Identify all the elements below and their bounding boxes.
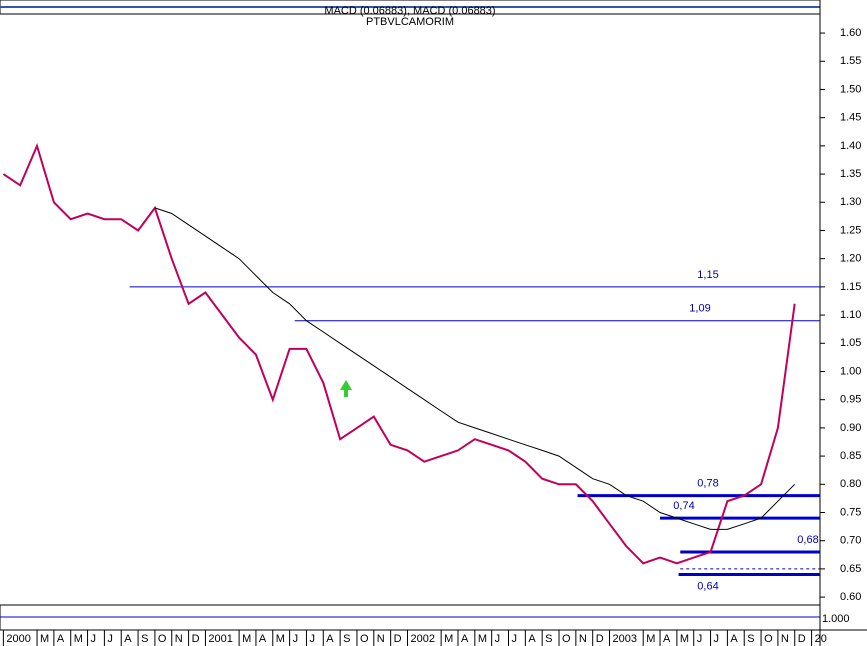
x-tick-label: M — [242, 633, 251, 645]
x-tick-label: S — [343, 633, 350, 645]
y-tick-label: 1.45 — [840, 112, 861, 124]
x-tick-label: M — [478, 633, 487, 645]
symbol-title: PTBVLCAMORIM — [366, 16, 454, 28]
x-tick-label: D — [394, 633, 402, 645]
x-tick-label: J — [293, 633, 299, 645]
x-tick-label: J — [309, 633, 315, 645]
x-tick-label: M — [444, 633, 453, 645]
level-label: 0,74 — [673, 500, 694, 512]
y-tick-label: 1.00 — [840, 365, 861, 377]
level-label: 0,64 — [697, 580, 718, 592]
y-tick-label: 0.65 — [840, 563, 861, 575]
x-tick-label: S — [747, 633, 754, 645]
x-tick-label: N — [377, 633, 385, 645]
y-tick-label: 1.25 — [840, 224, 861, 236]
x-tick-label: M — [680, 633, 689, 645]
y-tick-label: 0.95 — [840, 394, 861, 406]
x-tick-label: J — [697, 633, 703, 645]
x-tick-label: N — [175, 633, 183, 645]
x-tick-label: A — [57, 633, 65, 645]
x-tick-label: A — [259, 633, 267, 645]
x-tick-label: A — [663, 633, 671, 645]
x-tick-label: A — [124, 633, 132, 645]
x-tick-label: D — [192, 633, 200, 645]
price-line — [2, 142, 796, 565]
x-tick-label: A — [461, 633, 469, 645]
x-tick-label: N — [781, 633, 789, 645]
oscillator-label: 1.000 — [822, 613, 850, 625]
x-tick-label: J — [107, 633, 113, 645]
y-tick-label: 0.60 — [840, 591, 861, 603]
level-label: 0,78 — [697, 477, 718, 489]
level-label: 1,09 — [689, 303, 710, 315]
y-tick-label: 1.05 — [840, 337, 861, 349]
buy-arrow — [340, 380, 352, 397]
x-tick-label: D — [596, 633, 604, 645]
x-tick-label: 20 — [815, 633, 827, 645]
x-tick-label: D — [798, 633, 806, 645]
x-tick-label: 2001 — [208, 633, 232, 645]
x-tick-label: J — [512, 633, 518, 645]
x-tick-label: O — [360, 633, 369, 645]
level-label: 1,15 — [697, 269, 718, 281]
x-tick-label: 2003 — [613, 633, 637, 645]
x-tick-label: A — [326, 633, 334, 645]
y-tick-label: 0.70 — [840, 535, 861, 547]
y-tick-label: 1.55 — [840, 55, 861, 67]
y-tick-label: 1.35 — [840, 168, 861, 180]
y-tick-label: 1.10 — [840, 309, 861, 321]
y-tick-label: 1.20 — [840, 253, 861, 265]
y-tick-label: 0.90 — [840, 422, 861, 434]
y-tick-label: 0.80 — [840, 478, 861, 490]
y-tick-label: 1.40 — [840, 140, 861, 152]
x-tick-label: M — [276, 633, 285, 645]
x-tick-label: O — [562, 633, 571, 645]
y-tick-label: 0.85 — [840, 450, 861, 462]
x-tick-label: S — [545, 633, 552, 645]
x-tick-label: M — [40, 633, 49, 645]
x-tick-label: N — [579, 633, 587, 645]
y-tick-label: 1.15 — [840, 281, 861, 293]
x-tick-label: J — [91, 633, 97, 645]
x-tick-label: 2000 — [6, 633, 30, 645]
x-tick-label: J — [714, 633, 720, 645]
x-tick-label: 2002 — [410, 633, 434, 645]
y-tick-label: 1.60 — [840, 27, 861, 39]
y-tick-label: 1.50 — [840, 83, 861, 95]
x-tick-label: A — [528, 633, 536, 645]
indicator-title: MACD (0.06883), MACD (0.06883) — [324, 5, 495, 17]
x-tick-label: O — [158, 633, 167, 645]
x-tick-label: M — [74, 633, 83, 645]
level-label: 0,68 — [797, 534, 818, 546]
y-tick-label: 0.75 — [840, 506, 861, 518]
x-tick-label: S — [141, 633, 148, 645]
x-tick-label: O — [764, 633, 773, 645]
x-tick-label: M — [646, 633, 655, 645]
y-tick-label: 1.30 — [840, 196, 861, 208]
x-tick-label: A — [730, 633, 738, 645]
x-tick-label: J — [495, 633, 501, 645]
price-line — [154, 207, 796, 530]
